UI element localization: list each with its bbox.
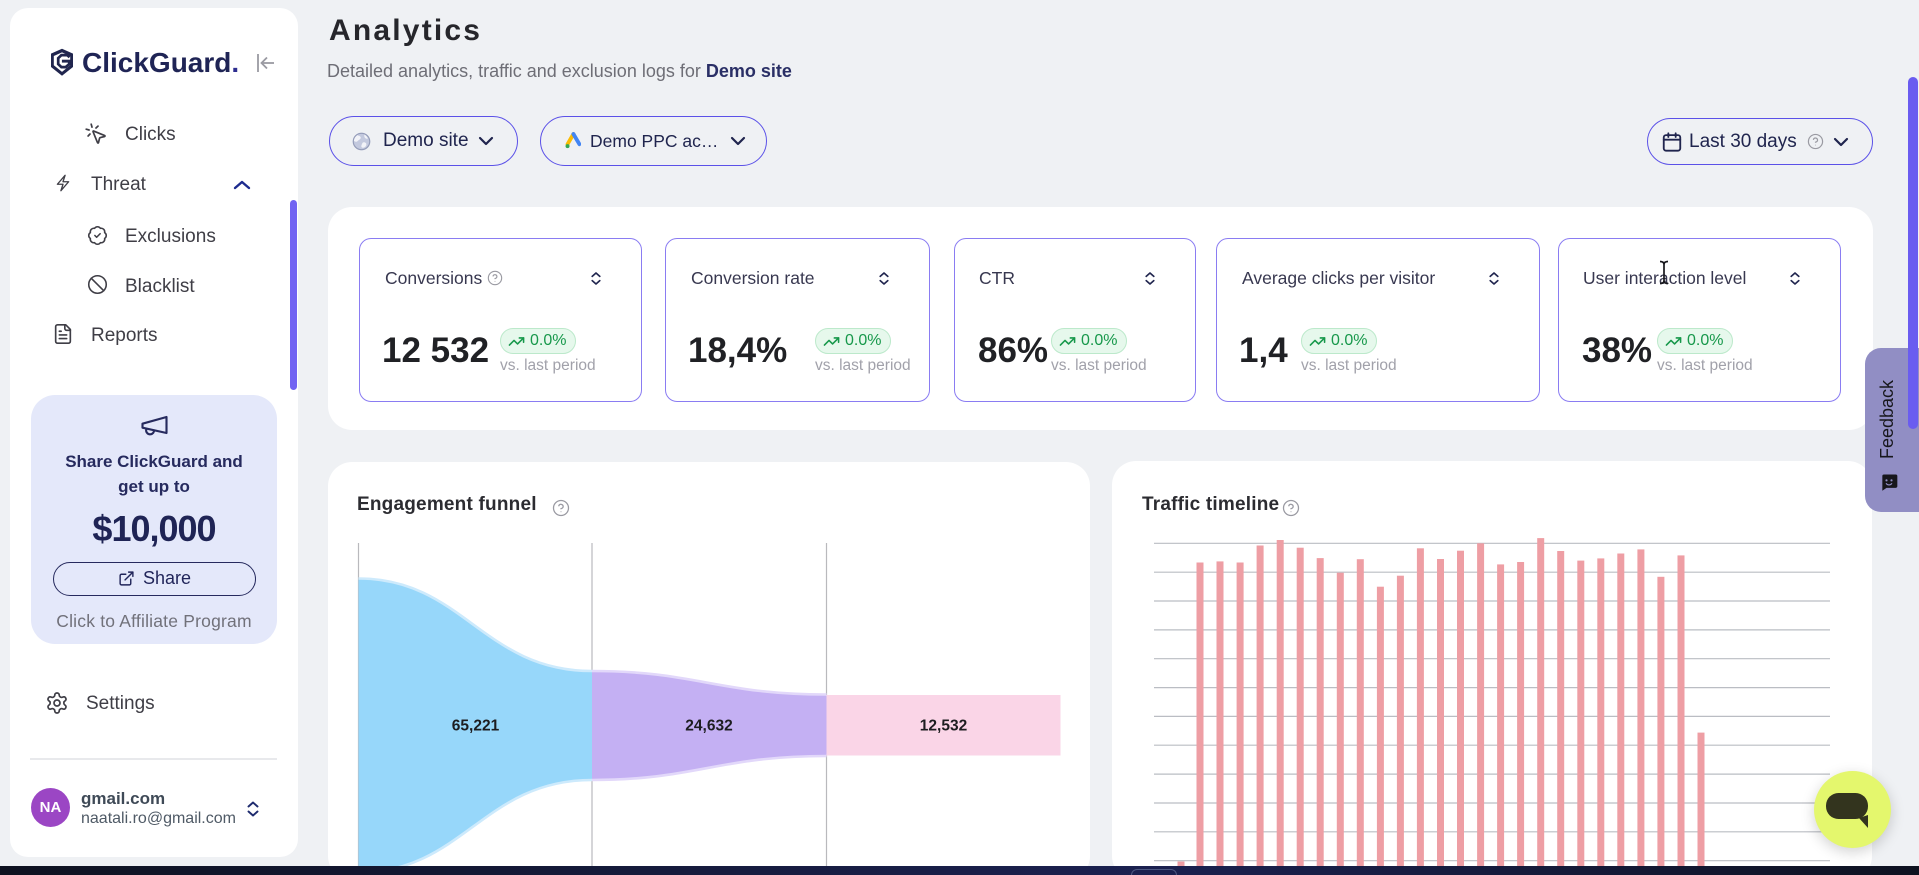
svg-text:65,221: 65,221 — [452, 718, 500, 735]
svg-text:24,632: 24,632 — [685, 718, 732, 735]
svg-text:12,532: 12,532 — [920, 718, 967, 735]
